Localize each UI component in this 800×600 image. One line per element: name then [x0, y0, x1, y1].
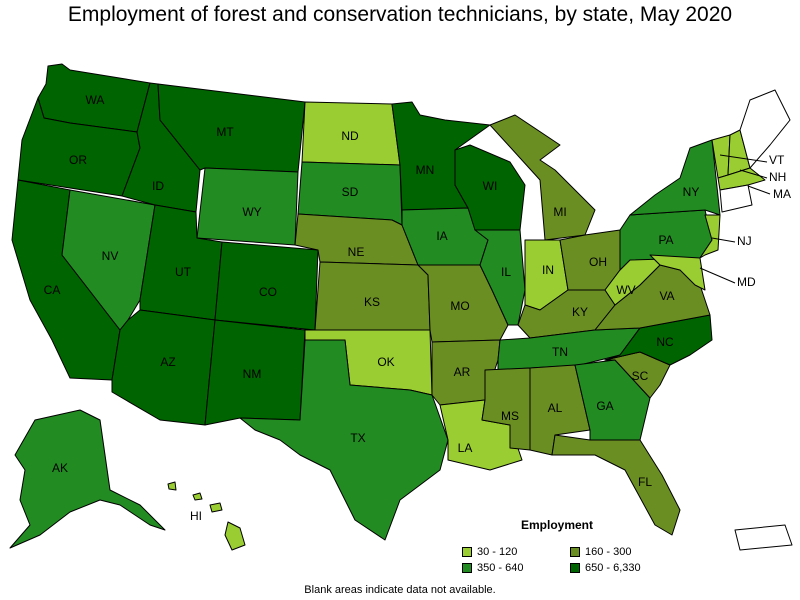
state-hi[interactable]: [167, 481, 246, 551]
state-label-sc: SC: [632, 369, 649, 383]
state-label-ks: KS: [364, 295, 380, 309]
state-label-tn: TN: [552, 345, 568, 359]
state-mi[interactable]: [489, 114, 596, 241]
state-label-ak: AK: [52, 461, 68, 475]
state-labels: WA OR CA NV ID MT WY UT CO AZ NM ND SD NE KS OK TX MN IA MO…: [44, 93, 791, 523]
state-label-al: AL: [548, 401, 563, 415]
state-label-ky: KY: [572, 305, 588, 319]
state-label-il: IL: [501, 265, 511, 279]
state-label-fl: FL: [638, 475, 652, 489]
legend-label: 350 - 640: [477, 562, 524, 574]
state-ak[interactable]: [9, 409, 166, 549]
state-label-or: OR: [69, 153, 87, 167]
state-label-nj: NJ: [737, 234, 752, 248]
vt-leader-line: [719, 154, 768, 163]
state-label-ok: OK: [377, 355, 394, 369]
state-label-ga: GA: [596, 399, 613, 413]
state-ny[interactable]: [629, 139, 721, 216]
nj-leader-line: [711, 237, 736, 243]
state-il[interactable]: [474, 229, 526, 326]
state-label-md: MD: [737, 275, 756, 289]
state-label-wv: WV: [616, 283, 635, 297]
legend-label: 650 - 6,330: [585, 562, 641, 574]
state-label-ia: IA: [436, 229, 447, 243]
legend-label: 160 - 300: [585, 546, 632, 558]
state-label-ut: UT: [175, 265, 192, 279]
state-me-nodata: [739, 89, 791, 169]
state-label-co: CO: [259, 285, 277, 299]
state-label-la: LA: [458, 441, 473, 455]
legend-title: Employment: [521, 518, 594, 532]
state-label-nd: ND: [341, 129, 359, 143]
legend-label: 30 - 120: [477, 546, 518, 558]
state-label-nm: NM: [243, 367, 262, 381]
state-label-ca: CA: [44, 283, 61, 297]
legend-item-bin-0: 30 - 120: [462, 546, 517, 558]
state-label-ar: AR: [454, 365, 471, 379]
state-tx[interactable]: [239, 339, 449, 541]
state-label-tx: TX: [350, 431, 365, 445]
legend-swatch: [462, 563, 472, 573]
state-ct-ri-nodata: [719, 184, 753, 213]
state-label-sd: SD: [342, 185, 359, 199]
state-label-pa: PA: [658, 233, 673, 247]
state-label-in: IN: [542, 263, 554, 277]
legend-item-bin-2: 350 - 640: [462, 562, 523, 574]
legend-item-bin-1: 160 - 300: [570, 546, 631, 558]
state-label-oh: OH: [589, 255, 607, 269]
state-id[interactable]: [121, 82, 201, 213]
state-label-id: ID: [152, 179, 164, 193]
state-label-ne: NE: [348, 245, 365, 259]
state-fl[interactable]: [551, 434, 681, 536]
legend-swatch: [570, 563, 580, 573]
state-nc[interactable]: [604, 314, 713, 366]
state-label-wa: WA: [86, 93, 105, 107]
state-label-hi: HI: [190, 509, 202, 523]
state-label-mt: MT: [216, 125, 234, 139]
puerto-rico-nodata: [734, 524, 793, 551]
nh-leader-line: [739, 169, 768, 179]
state-label-nc: NC: [656, 335, 674, 349]
state-label-ms: MS: [501, 409, 519, 423]
legend-item-bin-3: 650 - 6,330: [570, 562, 641, 574]
state-label-ny: NY: [683, 185, 700, 199]
state-label-va: VA: [659, 289, 674, 303]
md-leader-line: [699, 267, 736, 284]
legend-swatch: [462, 547, 472, 557]
state-label-nh: NH: [769, 170, 786, 184]
state-label-wy: WY: [242, 205, 261, 219]
state-nj[interactable]: [699, 214, 721, 259]
state-label-mn: MN: [416, 163, 435, 177]
state-label-vt: VT: [769, 153, 785, 167]
ma-leader-line: [747, 185, 771, 195]
state-label-mo: MO: [450, 299, 469, 313]
state-label-nv: NV: [102, 249, 119, 263]
state-label-mi: MI: [553, 205, 566, 219]
map-title: Employment of forest and conservation te…: [67, 3, 733, 26]
state-label-az: AZ: [160, 355, 175, 369]
state-label-wi: WI: [483, 179, 498, 193]
us-choropleth-map: WA OR CA NV ID MT WY UT CO AZ NM ND SD NE KS OK TX MN IA MO…: [9, 63, 793, 551]
no-data-note: Blank areas indicate data not available.: [304, 584, 496, 596]
legend-swatch: [570, 547, 580, 557]
state-label-ma: MA: [773, 187, 791, 201]
